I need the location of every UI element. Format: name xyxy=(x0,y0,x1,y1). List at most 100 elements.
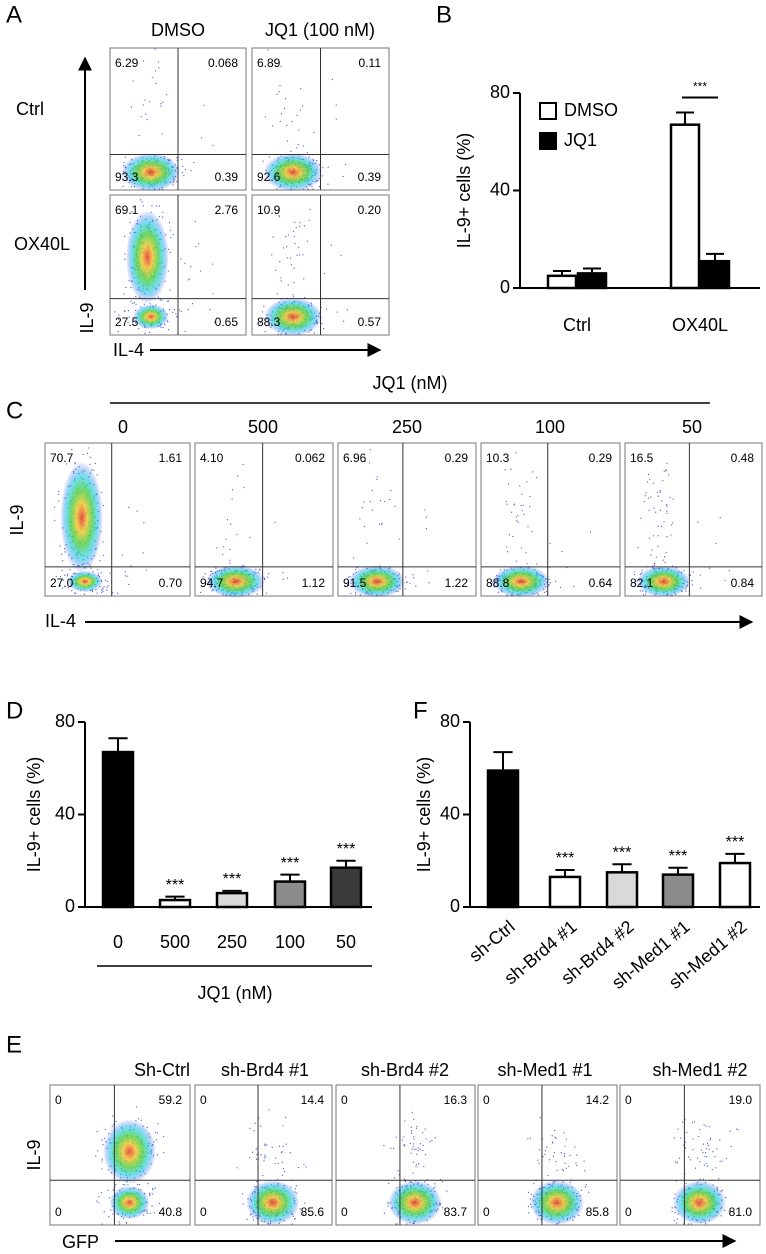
events xyxy=(216,463,245,564)
bar xyxy=(329,866,363,909)
bar xyxy=(548,875,582,909)
bar xyxy=(546,274,578,290)
quadrant-label: 14.2 xyxy=(586,1093,610,1107)
density xyxy=(492,565,550,598)
quadrant-label: 0 xyxy=(625,1093,632,1107)
quadrant-label: 0 xyxy=(483,1205,490,1219)
population xyxy=(322,308,348,330)
x-tick-label: 500 xyxy=(160,932,190,952)
events xyxy=(121,506,148,573)
quadrant-label: 27.5 xyxy=(115,315,139,329)
y-tick-label: 80 xyxy=(490,82,510,102)
population xyxy=(200,104,214,147)
column-header: JQ1 (100 nM) xyxy=(265,20,375,40)
events xyxy=(106,575,130,588)
quadrant-label: 85.8 xyxy=(586,1205,610,1219)
row-label: OX40L xyxy=(14,234,70,254)
bar xyxy=(718,861,752,909)
significance: *** xyxy=(556,850,575,867)
bar xyxy=(158,898,192,909)
quadrant-label: 6.29 xyxy=(115,56,139,70)
x-tick-label: 50 xyxy=(336,932,356,952)
legend-label: JQ1 xyxy=(564,130,597,150)
panel-letter: D xyxy=(6,697,23,724)
y-tick-label: 40 xyxy=(440,803,460,823)
y-axis-label: IL-9+ cells (%) xyxy=(24,757,44,873)
quadrant-label: 0.48 xyxy=(731,451,755,465)
density xyxy=(263,153,323,192)
events xyxy=(331,78,337,120)
quadrant-label: 0.29 xyxy=(589,451,613,465)
quadrant-label: 0 xyxy=(625,1205,632,1219)
quadrant-label: 70.7 xyxy=(50,451,74,465)
population xyxy=(527,1116,586,1189)
density xyxy=(246,1180,300,1225)
legend-swatch xyxy=(539,102,557,120)
events xyxy=(130,48,168,164)
bar xyxy=(661,873,695,909)
significance: *** xyxy=(726,834,745,851)
density xyxy=(133,304,169,330)
quadrant-label: 0.20 xyxy=(358,203,382,217)
quadrant-label: 0.64 xyxy=(589,576,613,590)
population xyxy=(180,221,214,295)
events xyxy=(322,308,348,330)
quadrant-label: 92.6 xyxy=(257,170,281,184)
population xyxy=(96,1183,161,1225)
panel-letter: B xyxy=(436,1,452,28)
column-header: Sh-Ctrl xyxy=(134,1060,190,1080)
column-header: 250 xyxy=(392,417,422,437)
quadrant-label: 1.61 xyxy=(159,451,183,465)
x-tick-label: OX40L xyxy=(672,315,728,335)
x-tick-label: 0 xyxy=(113,932,123,952)
events xyxy=(504,452,538,565)
quadrant-label: 27.0 xyxy=(50,576,74,590)
significance: *** xyxy=(166,877,185,894)
column-header: 500 xyxy=(248,417,278,437)
population xyxy=(130,48,168,164)
y-tick-label: 40 xyxy=(490,179,510,199)
quadrant-label: 4.10 xyxy=(200,451,224,465)
x-tick-label: 250 xyxy=(217,932,247,952)
population xyxy=(637,462,674,571)
quadrant-label: 6.96 xyxy=(343,451,367,465)
bar xyxy=(273,880,307,909)
population xyxy=(549,531,592,569)
y-axis-label: IL-9 xyxy=(7,504,27,535)
legend-label: DMSO xyxy=(564,100,618,120)
quadrant-label: 88.3 xyxy=(257,315,281,329)
bar xyxy=(699,259,731,290)
quadrant-label: 16.3 xyxy=(444,1093,468,1107)
events xyxy=(697,516,721,569)
population xyxy=(352,448,396,578)
y-tick-label: 0 xyxy=(65,896,75,916)
quadrant-label: 0.11 xyxy=(359,56,382,70)
bar xyxy=(669,123,701,290)
population xyxy=(121,506,148,573)
significance: *** xyxy=(281,855,300,872)
events xyxy=(527,1116,586,1189)
y-axis-label: IL-9+ cells (%) xyxy=(454,133,474,249)
quadrant-label: 0.65 xyxy=(215,315,239,329)
y-axis-label: IL-9 xyxy=(77,302,97,333)
significance: *** xyxy=(669,848,688,865)
quadrant-label: 16.5 xyxy=(630,451,654,465)
quadrant-label: 0 xyxy=(200,1205,207,1219)
legend-swatch xyxy=(539,132,557,150)
population xyxy=(199,565,269,598)
population xyxy=(327,163,347,185)
population xyxy=(271,208,311,296)
density xyxy=(349,565,405,598)
column-header: 0 xyxy=(118,417,128,437)
density xyxy=(109,1186,150,1220)
x-tick-label: sh-Ctrl xyxy=(465,916,518,965)
quadrant-label: 88.8 xyxy=(486,576,510,590)
density xyxy=(530,1180,584,1225)
density xyxy=(60,461,103,573)
population xyxy=(114,300,186,335)
significance: *** xyxy=(337,841,356,858)
population xyxy=(262,151,324,192)
quadrant-label: 0 xyxy=(200,1093,207,1107)
quadrant-label: 59.2 xyxy=(159,1093,183,1107)
